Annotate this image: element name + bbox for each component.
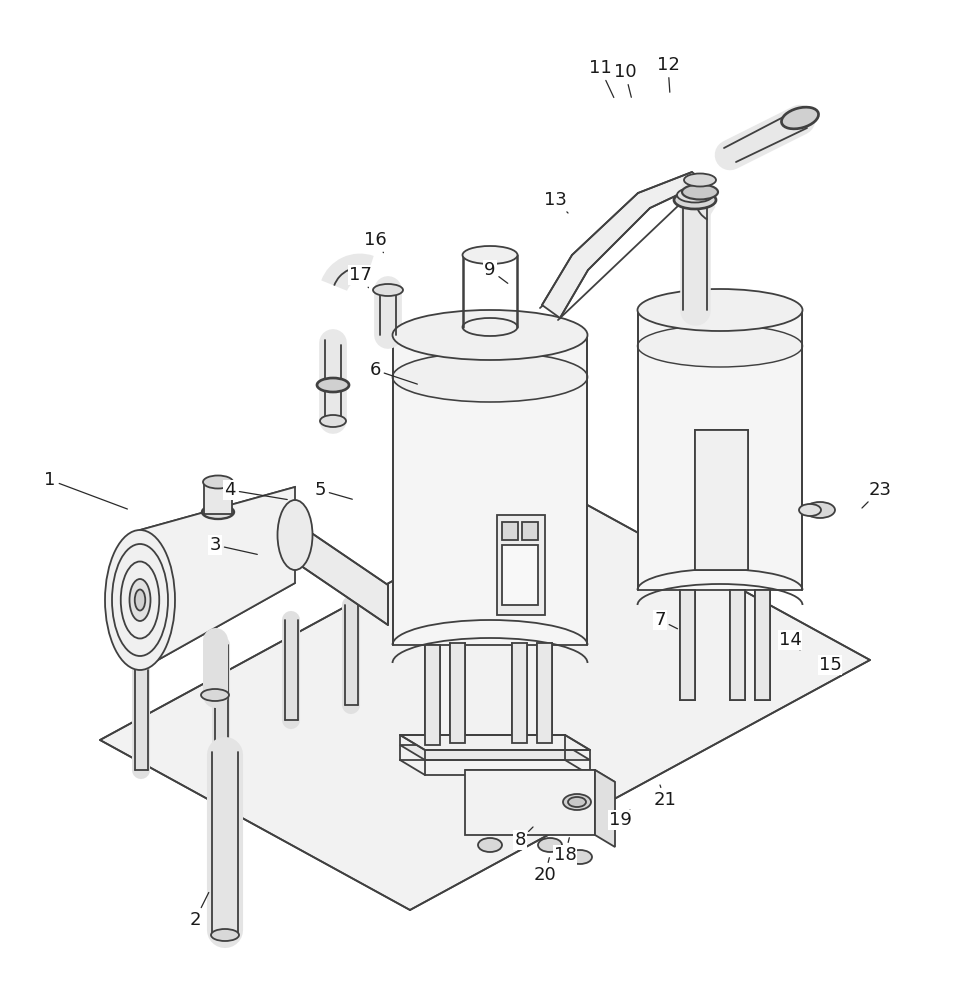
Ellipse shape <box>392 352 587 402</box>
Ellipse shape <box>674 191 716 209</box>
Bar <box>730 590 745 700</box>
Polygon shape <box>400 745 590 760</box>
Text: 6: 6 <box>369 361 417 384</box>
Ellipse shape <box>105 530 175 670</box>
Ellipse shape <box>568 850 592 864</box>
Ellipse shape <box>637 325 802 367</box>
Ellipse shape <box>201 689 229 701</box>
Text: 10: 10 <box>614 63 636 97</box>
Bar <box>425 645 440 745</box>
Bar <box>502 545 538 605</box>
Text: 8: 8 <box>514 827 533 849</box>
Ellipse shape <box>568 797 586 807</box>
Bar <box>522 522 538 540</box>
Polygon shape <box>695 430 748 570</box>
Polygon shape <box>100 490 870 910</box>
Polygon shape <box>465 770 595 835</box>
Text: 11: 11 <box>589 59 614 97</box>
Polygon shape <box>595 770 615 847</box>
Ellipse shape <box>211 929 239 941</box>
Bar <box>512 643 527 743</box>
Text: 1: 1 <box>44 471 128 509</box>
Text: 12: 12 <box>656 56 679 92</box>
Bar <box>755 590 770 700</box>
Ellipse shape <box>202 505 234 519</box>
Ellipse shape <box>538 838 562 852</box>
Ellipse shape <box>130 579 151 621</box>
Ellipse shape <box>462 246 518 264</box>
Ellipse shape <box>392 310 587 360</box>
Ellipse shape <box>684 174 716 186</box>
Ellipse shape <box>462 318 518 336</box>
Ellipse shape <box>478 838 502 852</box>
Text: 4: 4 <box>224 481 287 500</box>
Text: 5: 5 <box>314 481 353 499</box>
Text: 3: 3 <box>209 536 258 554</box>
Bar <box>502 522 518 540</box>
Ellipse shape <box>203 476 233 488</box>
Ellipse shape <box>278 500 312 570</box>
Ellipse shape <box>637 289 802 331</box>
Ellipse shape <box>135 589 145 610</box>
Polygon shape <box>140 487 295 670</box>
Polygon shape <box>542 172 705 318</box>
Text: 16: 16 <box>363 231 386 253</box>
Text: 20: 20 <box>533 858 556 884</box>
Ellipse shape <box>373 284 403 296</box>
Ellipse shape <box>317 378 349 392</box>
Ellipse shape <box>320 415 346 427</box>
Text: 13: 13 <box>544 191 568 213</box>
Text: 23: 23 <box>862 481 892 508</box>
Polygon shape <box>638 310 802 590</box>
Polygon shape <box>497 515 545 615</box>
Polygon shape <box>400 735 590 750</box>
Ellipse shape <box>805 502 835 518</box>
Text: 15: 15 <box>819 656 842 674</box>
Ellipse shape <box>677 188 713 202</box>
Text: 18: 18 <box>554 838 577 864</box>
Text: 14: 14 <box>778 631 801 650</box>
Text: 21: 21 <box>653 785 677 809</box>
Polygon shape <box>285 515 388 625</box>
Bar <box>537 643 552 743</box>
Bar <box>680 590 695 700</box>
Text: 2: 2 <box>189 892 209 929</box>
Text: 17: 17 <box>349 266 372 288</box>
Text: 19: 19 <box>608 810 631 829</box>
Ellipse shape <box>563 794 591 810</box>
Polygon shape <box>465 770 615 782</box>
Bar <box>204 482 232 514</box>
Bar <box>450 643 465 743</box>
Text: 9: 9 <box>484 261 507 283</box>
Polygon shape <box>393 335 587 645</box>
Ellipse shape <box>799 504 821 516</box>
Text: 7: 7 <box>654 611 678 629</box>
Ellipse shape <box>682 184 718 200</box>
Ellipse shape <box>781 107 819 129</box>
